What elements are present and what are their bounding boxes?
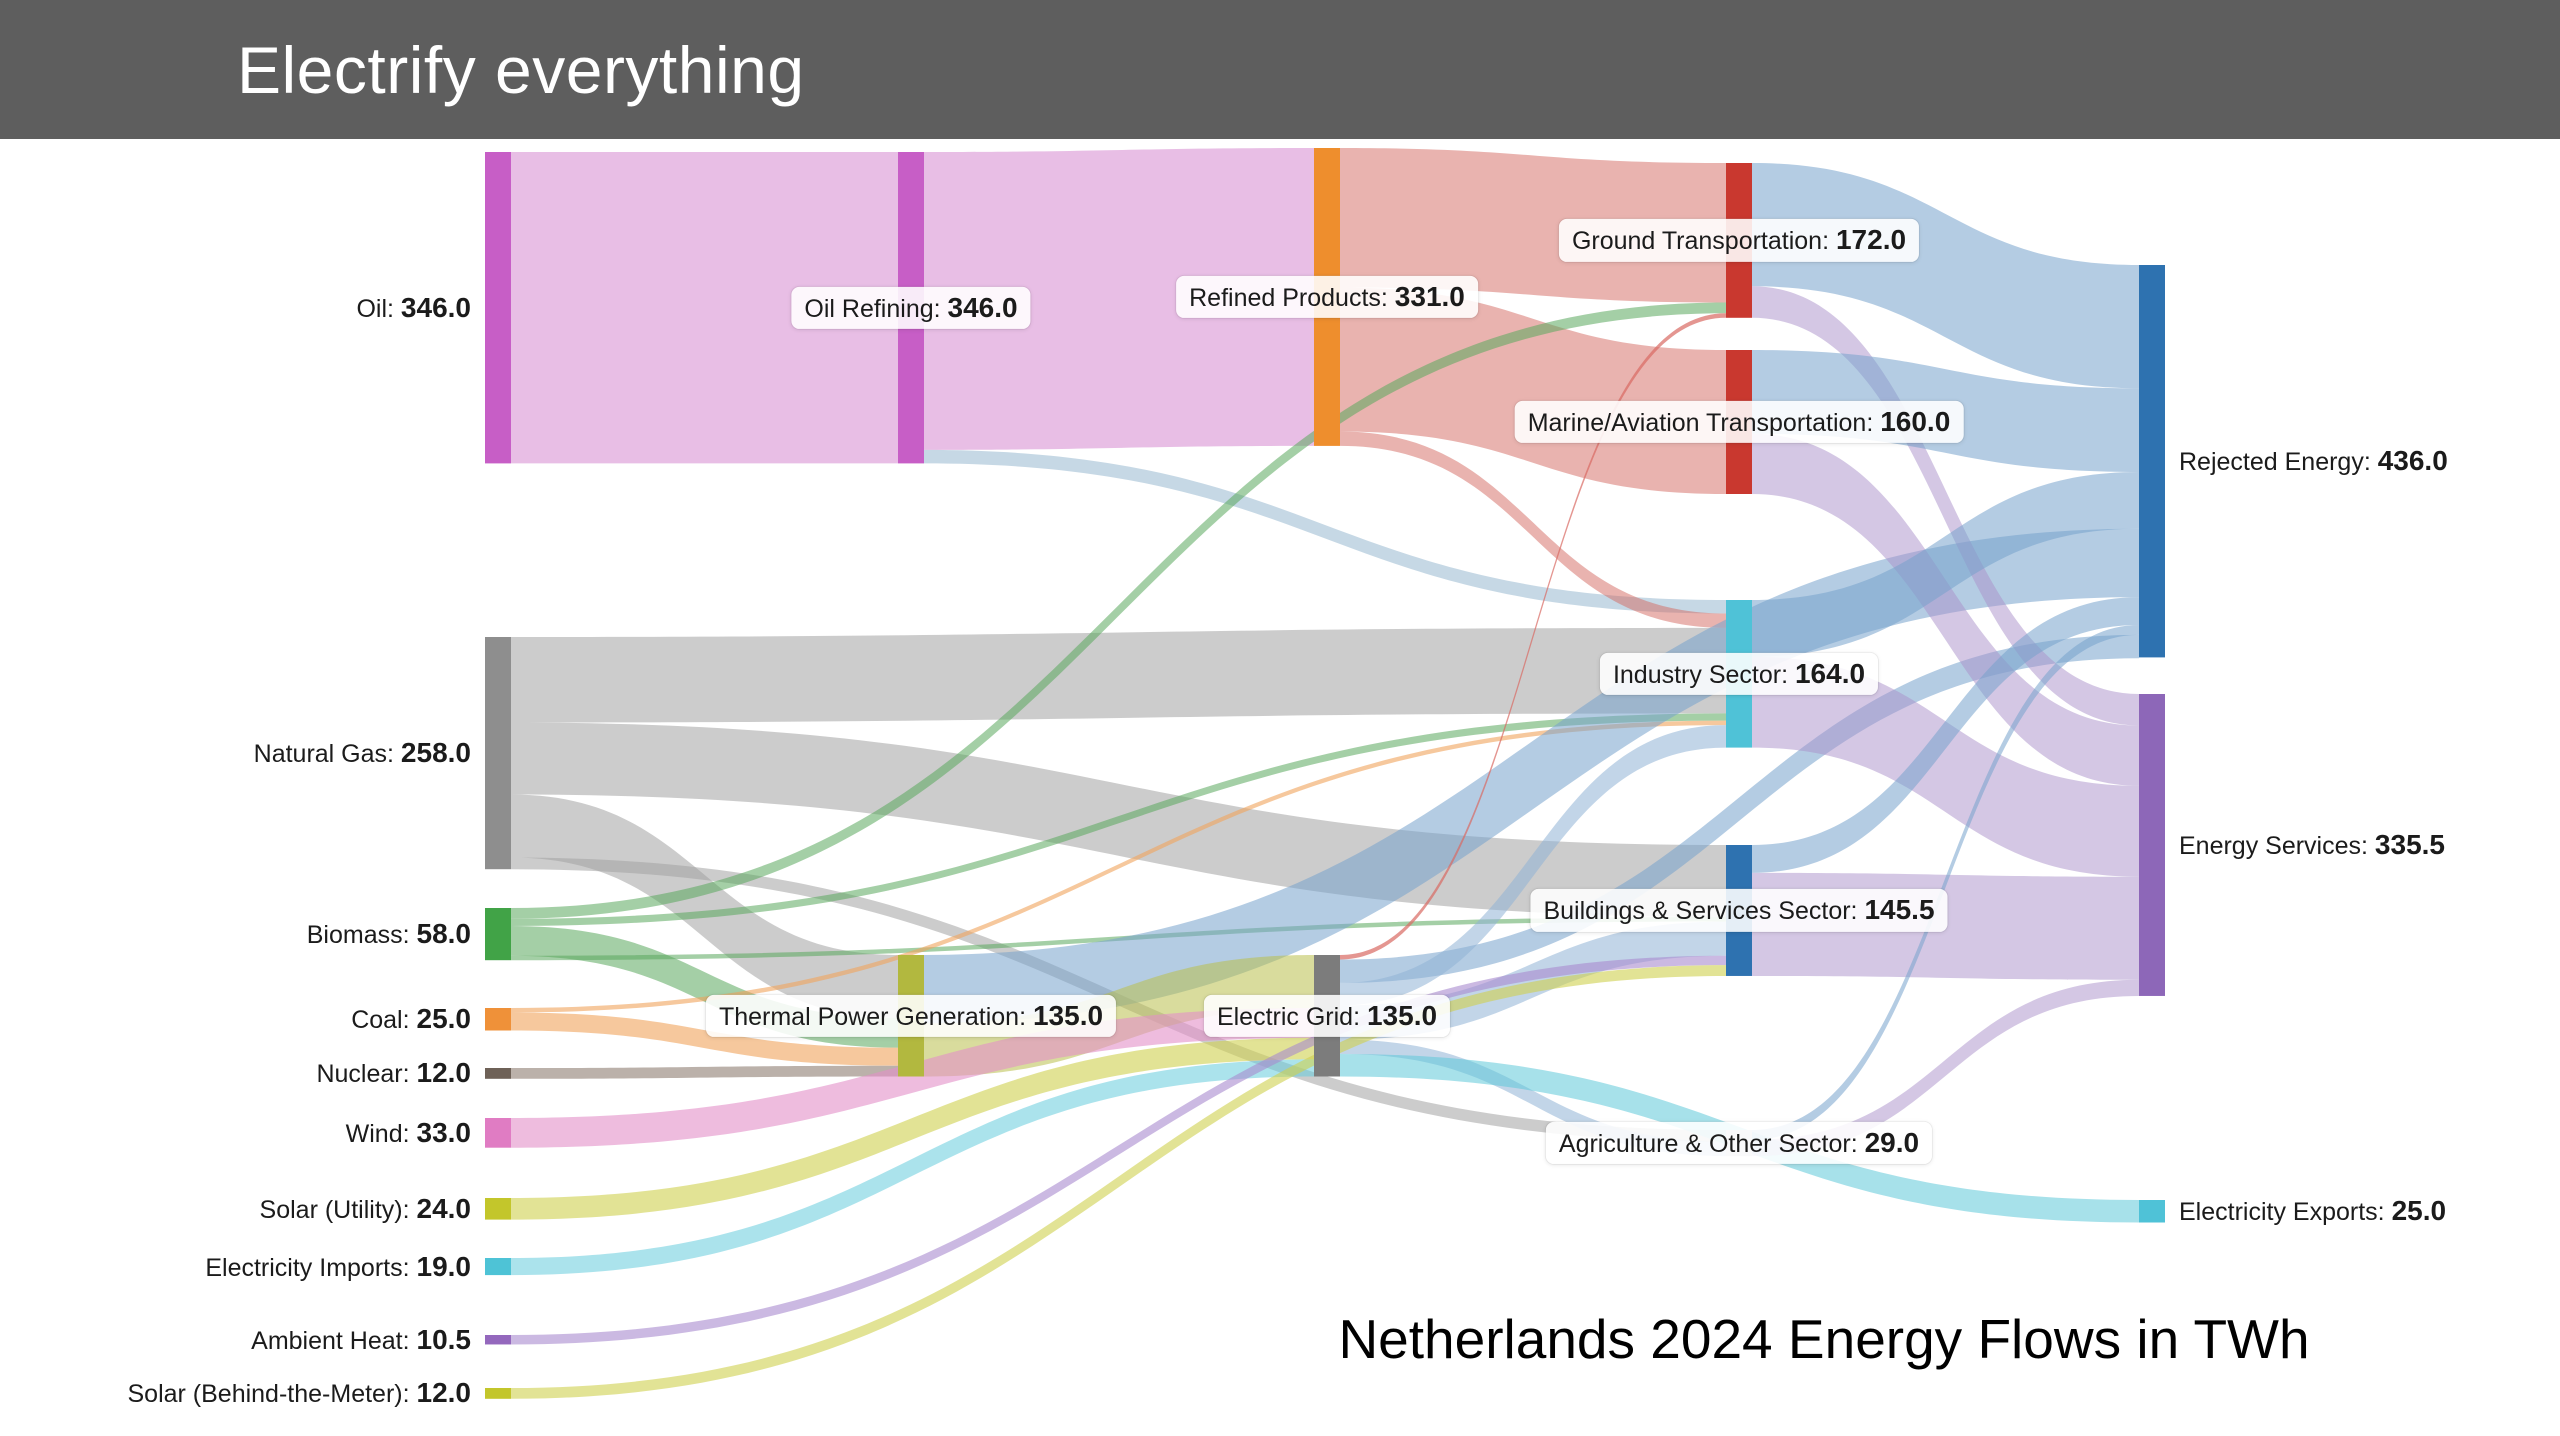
flow-agriculture-services bbox=[1752, 979, 2139, 1157]
flow-industry-rejected bbox=[1752, 472, 2139, 657]
flow-coal-industry bbox=[511, 720, 1726, 1013]
node-tpg bbox=[898, 955, 924, 1077]
flow-oil-oil_refining bbox=[511, 152, 898, 464]
flow-elec_imports-grid bbox=[511, 1059, 1314, 1276]
flow-coal-tpg bbox=[511, 1012, 898, 1066]
slide-title: Electrify everything bbox=[237, 32, 805, 107]
flow-biomass-ground_transport bbox=[511, 302, 1726, 919]
flow-agriculture-rejected bbox=[1752, 625, 2139, 1140]
node-oil bbox=[485, 152, 511, 464]
flow-ambient_heat-buildings bbox=[511, 955, 1726, 1345]
chart-caption: Netherlands 2024 Energy Flows in TWh bbox=[1338, 1308, 2310, 1370]
flow-oil_refining-refined_products bbox=[924, 148, 1314, 450]
node-buildings bbox=[1726, 845, 1752, 976]
flow-buildings-rejected bbox=[1752, 597, 2139, 873]
slide-header: Electrify everything bbox=[0, 0, 2560, 139]
node-nuclear bbox=[485, 1068, 511, 1079]
flow-refined_products-marine_aviation bbox=[1340, 287, 1726, 494]
flow-buildings-services bbox=[1752, 872, 2139, 980]
flow-industry-services bbox=[1752, 656, 2139, 877]
node-ground_transport bbox=[1726, 163, 1752, 318]
node-biomass bbox=[485, 908, 511, 961]
node-coal bbox=[485, 1008, 511, 1031]
node-rejected bbox=[2139, 265, 2165, 658]
node-exports bbox=[2139, 1200, 2165, 1223]
flow-natural_gas-tpg bbox=[511, 794, 898, 1018]
flow-nuclear-tpg bbox=[511, 1065, 898, 1079]
node-industry bbox=[1726, 600, 1752, 748]
flow-wind-grid bbox=[511, 1008, 1314, 1148]
node-services bbox=[2139, 694, 2165, 996]
flow-solar_btm-buildings bbox=[511, 965, 1726, 1399]
flow-oil_refining-industry bbox=[924, 449, 1726, 614]
node-ambient_heat bbox=[485, 1335, 511, 1345]
flow-tpg-rejected bbox=[924, 528, 2139, 1024]
node-oil_refining bbox=[898, 152, 924, 464]
node-grid bbox=[1314, 955, 1340, 1077]
node-solar_btm bbox=[485, 1388, 511, 1399]
flow-ground_transport-services bbox=[1752, 286, 2139, 726]
flow-grid-agriculture bbox=[1340, 1039, 1726, 1157]
flow-grid-industry bbox=[1340, 725, 1726, 1006]
flow-solar_utility-grid bbox=[511, 1037, 1314, 1220]
node-marine_aviation bbox=[1726, 350, 1752, 494]
node-solar_utility bbox=[485, 1198, 511, 1220]
flow-grid-ground_transport bbox=[1340, 313, 1726, 960]
node-refined_products bbox=[1314, 148, 1340, 446]
node-elec_imports bbox=[485, 1258, 511, 1276]
node-wind bbox=[485, 1118, 511, 1148]
flow-refined_products-industry bbox=[1340, 431, 1726, 628]
node-agriculture bbox=[1726, 1130, 1752, 1157]
node-natural_gas bbox=[485, 637, 511, 870]
flow-natural_gas-industry bbox=[511, 627, 1726, 723]
flow-marine_aviation-services bbox=[1752, 433, 2139, 786]
flow-refined_products-ground_transport bbox=[1340, 148, 1726, 303]
flow-grid-rejected bbox=[1340, 634, 2139, 983]
flow-biomass-industry bbox=[511, 713, 1726, 926]
